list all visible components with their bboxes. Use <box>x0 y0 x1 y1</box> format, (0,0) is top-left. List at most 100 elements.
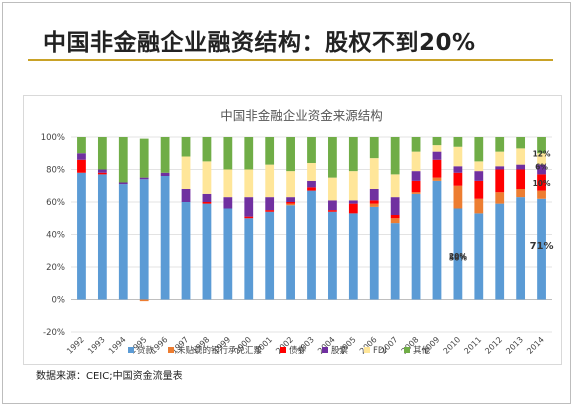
bar-segment <box>495 192 505 204</box>
bar-segment <box>139 138 149 178</box>
bar-segment <box>516 197 526 300</box>
bar-segment <box>244 169 254 198</box>
legend-label: 贷款 <box>137 345 155 356</box>
bar-segment <box>181 202 191 300</box>
bar-segment <box>328 210 337 212</box>
y-tick-label: 20% <box>46 263 65 273</box>
legend-swatch <box>322 347 328 353</box>
bar-segment <box>181 189 191 202</box>
bar-segment <box>537 164 546 175</box>
x-tick-label: 2010 <box>442 335 463 356</box>
bar-segment <box>537 198 546 300</box>
bar-segment <box>202 203 212 300</box>
bar-segment <box>474 180 484 199</box>
bar-segment <box>495 137 505 152</box>
bar-segment <box>202 137 212 162</box>
bar-segment <box>537 174 546 191</box>
bar-segment <box>516 169 526 189</box>
legend-swatch <box>364 347 370 353</box>
bar-segment <box>286 171 295 198</box>
bar-segment <box>411 193 421 300</box>
bar-segment <box>77 159 86 173</box>
bar-segment <box>265 210 275 212</box>
bar-segment <box>474 198 484 214</box>
stacked-bar-chart: 中国非金融企业资金来源结构-20%0%20%40%60%80%100%1992 1… <box>41 108 554 356</box>
bar-segment <box>432 145 442 152</box>
bar-segment <box>139 299 149 302</box>
bar-segment <box>307 190 316 300</box>
bar-segment <box>77 172 86 300</box>
bar-segment <box>348 203 358 214</box>
page-title: 中国非金融企业融资结构：股权不到20% <box>43 30 476 56</box>
bar-segment <box>118 137 128 183</box>
data-label: 20% <box>449 252 467 261</box>
bar-segment <box>97 137 107 170</box>
data-label: 12% <box>533 150 551 159</box>
x-tick-label: 2011 <box>462 335 483 356</box>
y-tick-label: 0% <box>52 296 66 306</box>
bar-segment <box>286 197 295 202</box>
chart-container: 中国非金融企业资金来源结构 -20% 0% 20% 40% 60% 80% 100% 1992 1… <box>23 95 562 365</box>
bar-segment <box>432 137 442 146</box>
bar-segment <box>307 163 316 181</box>
bar-segment <box>97 174 107 300</box>
y-tick-label: 80% <box>46 166 65 176</box>
data-source-note: 数据来源：CEIC;中国资金流量表 <box>36 371 183 382</box>
bar-segment <box>516 164 526 170</box>
bar-segment <box>77 153 86 160</box>
bar-segment <box>348 137 358 172</box>
bar-segment <box>432 177 442 181</box>
x-tick-label: 1993 <box>86 335 107 356</box>
bar-segment <box>432 159 442 178</box>
bar-segment <box>390 197 400 215</box>
data-label: 56% <box>449 254 467 263</box>
bar-segment <box>495 151 505 167</box>
slide-frame: 中国非金融企业融资结构：股权不到20% 中国非金融企业资金来源结构 -20% 0% 2… <box>2 2 571 404</box>
bar-segment <box>369 189 379 201</box>
data-label: 6% <box>535 163 548 172</box>
bar-segment <box>432 151 442 160</box>
bar-segment <box>537 190 546 199</box>
bar-segment <box>139 179 149 300</box>
bar-segment <box>474 171 484 181</box>
bar-segment <box>516 137 526 149</box>
title-underline <box>28 59 553 61</box>
bar-segment <box>223 208 233 300</box>
bar-segment <box>328 137 337 178</box>
bar-segment <box>411 151 421 172</box>
bar-segment <box>390 174 400 198</box>
bar-segment <box>160 137 170 173</box>
bar-segment <box>118 182 128 185</box>
bar-segment <box>453 137 463 147</box>
bar-segment <box>537 137 546 154</box>
bar-segment <box>453 172 463 186</box>
bar-segment <box>390 137 400 175</box>
bar-segment <box>495 166 505 170</box>
y-tick-label: 60% <box>46 198 65 208</box>
bar-segment <box>537 153 546 165</box>
bar-segment <box>328 177 337 201</box>
bar-segment <box>97 172 107 175</box>
x-tick-label: 2014 <box>525 335 546 356</box>
bar-segment <box>160 176 170 300</box>
x-tick-label: 1992 <box>65 335 86 356</box>
bar-segment <box>244 197 254 217</box>
bar-segment <box>453 146 463 167</box>
bar-segment <box>265 211 275 300</box>
bar-segment <box>286 203 295 206</box>
bar-segment <box>118 184 128 300</box>
bar-segment <box>265 164 275 198</box>
bar-segment <box>390 215 400 219</box>
chart-title: 中国非金融企业资金来源结构 <box>220 108 383 123</box>
bar-segment <box>453 208 463 300</box>
bar-segment <box>244 218 254 300</box>
legend-label: 未贴现的银行承兑汇票 <box>177 345 263 356</box>
bar-segment <box>474 213 484 300</box>
bar-segment <box>495 169 505 193</box>
y-tick-label: 40% <box>46 231 65 241</box>
x-tick-label: 2013 <box>504 335 525 356</box>
bar-segment <box>348 200 358 204</box>
bar-segment <box>244 216 254 219</box>
bar-segment <box>369 206 379 300</box>
bar-segment <box>390 218 400 224</box>
